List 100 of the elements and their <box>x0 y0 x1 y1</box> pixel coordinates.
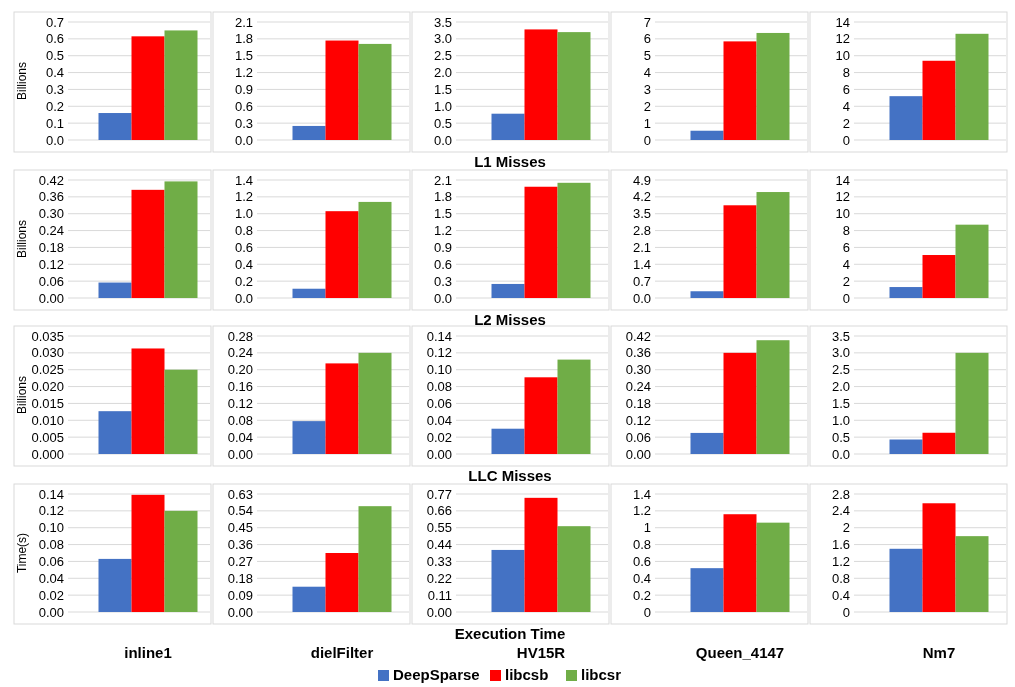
y-tick-label: 4.2 <box>632 189 651 205</box>
y-tick-label: 0.18 <box>227 570 253 586</box>
y-tick-label: 0.8 <box>234 223 253 239</box>
y-tick-label: 0.6 <box>234 98 253 114</box>
bar <box>889 439 923 454</box>
bar <box>756 340 790 454</box>
y-tick-label: 2.4 <box>831 503 850 519</box>
x-tick-label: dielFilter <box>310 644 374 661</box>
y-tick-label: 14 <box>835 172 850 188</box>
y-tick-label: 0.20 <box>227 362 253 378</box>
bar <box>98 282 132 298</box>
y-tick-label: 0.0 <box>632 290 651 306</box>
y-tick-label: 0.10 <box>38 520 64 536</box>
y-tick-label: 0.12 <box>38 256 64 272</box>
y-tick-label: 1.2 <box>234 189 253 205</box>
y-tick-label: 0.14 <box>38 486 64 502</box>
y-tick-label: 1 <box>643 520 651 536</box>
bar <box>524 497 558 612</box>
y-tick-label: 4.9 <box>632 172 651 188</box>
y-tick-label: 0.24 <box>38 223 64 239</box>
y-tick-label: 10 <box>835 206 850 222</box>
y-tick-label: 0.24 <box>227 345 253 361</box>
y-tick-label: 0.3 <box>234 115 253 131</box>
bar <box>723 41 757 140</box>
bar <box>292 288 326 298</box>
y-tick-label: 0.00 <box>38 604 64 620</box>
y-tick-label: 0.11 <box>427 587 452 603</box>
bar <box>723 352 757 454</box>
bar <box>491 549 525 612</box>
y-tick-label: 3.5 <box>433 14 452 30</box>
bar <box>131 189 165 298</box>
bar <box>358 352 392 454</box>
y-tick-label: 1.6 <box>831 537 850 553</box>
y-tick-label: 0.27 <box>227 553 253 569</box>
y-tick-label: 0.00 <box>625 446 651 462</box>
y-tick-label: 1.2 <box>632 503 651 519</box>
y-tick-label: 1.0 <box>234 206 253 222</box>
y-tick-label: 2.5 <box>433 48 452 64</box>
y-tick-label: 2 <box>842 273 850 289</box>
bar <box>557 526 591 612</box>
y-tick-label: 2.8 <box>831 486 850 502</box>
y-tick-label: 0.4 <box>234 256 253 272</box>
bar <box>690 291 724 298</box>
bar <box>524 186 558 298</box>
y-tick-label: 1.5 <box>234 48 253 64</box>
y-tick-label: 2 <box>842 115 850 131</box>
y-tick-label: 0.24 <box>625 379 651 395</box>
y-tick-label: 0.30 <box>625 362 651 378</box>
y-tick-label: 0.4 <box>632 570 651 586</box>
y-tick-label: 0.02 <box>38 587 64 603</box>
y-tick-label: 12 <box>835 31 850 47</box>
y-tick-label: 0.44 <box>426 537 452 553</box>
y-tick-label: 0.0 <box>433 290 452 306</box>
y-tick-label: 0.22 <box>426 570 452 586</box>
bar <box>98 411 132 454</box>
y-tick-label: 0.08 <box>426 379 452 395</box>
y-tick-label: 0.28 <box>227 328 253 344</box>
y-tick-label: 0.02 <box>426 429 452 445</box>
y-tick-label: 0.08 <box>38 537 64 553</box>
legend-label: libcsb <box>505 666 549 683</box>
y-tick-label: 1.2 <box>234 65 253 81</box>
bar <box>164 510 198 612</box>
y-tick-label: 0.45 <box>227 520 253 536</box>
y-tick-label: 0.36 <box>38 189 64 205</box>
bar <box>922 503 956 612</box>
y-tick-label: 0.12 <box>625 412 651 428</box>
bar <box>358 506 392 612</box>
bar <box>756 522 790 612</box>
y-tick-label: 0.04 <box>426 412 452 428</box>
y-tick-label: 0.6 <box>234 239 253 255</box>
y-tick-label: 0.06 <box>625 429 651 445</box>
y-tick-label: 0.2 <box>45 98 64 114</box>
y-tick-label: 2 <box>842 520 850 536</box>
x-tick-label: Queen_4147 <box>695 644 785 661</box>
y-tick-label: 0.00 <box>426 604 452 620</box>
bar <box>164 30 198 140</box>
x-tick-label: inline1 <box>124 644 172 661</box>
bar <box>325 211 359 298</box>
y-tick-label: 0.7 <box>632 273 651 289</box>
y-tick-label: 1.0 <box>433 98 452 114</box>
bar <box>358 201 392 298</box>
bar <box>491 113 525 140</box>
y-axis-title: Billions <box>15 61 29 101</box>
bar <box>955 536 989 612</box>
bar <box>955 33 989 140</box>
y-tick-label: 8 <box>842 65 850 81</box>
y-tick-label: 0.00 <box>38 290 64 306</box>
y-tick-label: 1.0 <box>831 412 850 428</box>
y-tick-label: 2.1 <box>234 14 253 30</box>
y-tick-label: 0.8 <box>831 570 850 586</box>
bar <box>922 60 956 140</box>
y-tick-label: 0.5 <box>45 48 64 64</box>
y-tick-label: 10 <box>835 48 850 64</box>
bar <box>756 192 790 298</box>
y-tick-label: 0.66 <box>426 503 452 519</box>
bar <box>690 432 724 454</box>
y-tick-label: 3.5 <box>831 328 850 344</box>
y-tick-label: 0.08 <box>227 412 253 428</box>
y-tick-label: 1 <box>643 115 651 131</box>
bar <box>723 514 757 612</box>
